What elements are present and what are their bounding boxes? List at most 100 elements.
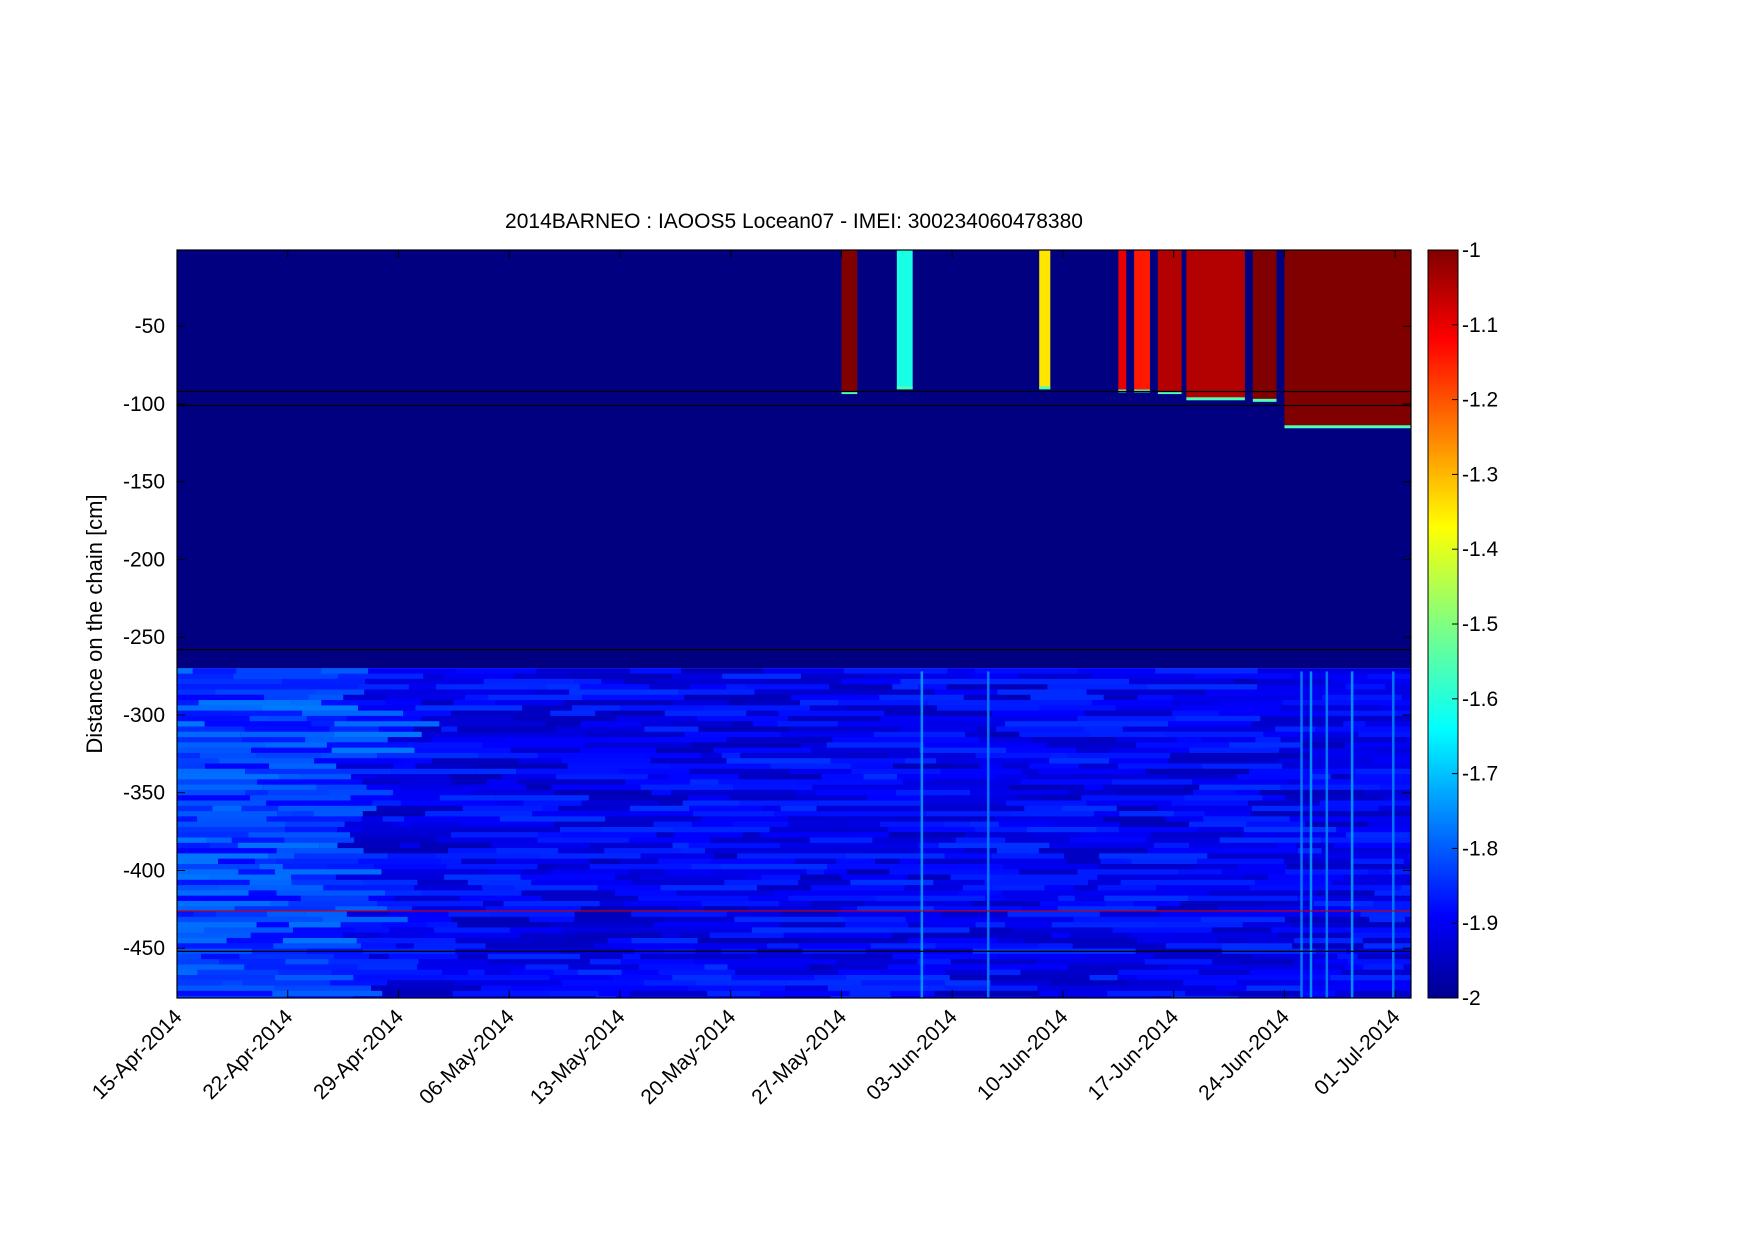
texture-cell [276, 848, 364, 854]
texture-cell [360, 943, 397, 950]
texture-cell [204, 721, 312, 728]
texture-cell [358, 705, 416, 712]
warm-event-edge [896, 386, 913, 390]
texture-cell [838, 969, 880, 976]
texture-cell [967, 953, 998, 960]
texture-cell [1198, 969, 1251, 976]
texture-cell [1379, 705, 1411, 712]
texture-cell [1244, 937, 1295, 944]
texture-cell [811, 885, 905, 891]
texture-cell [1347, 959, 1411, 966]
texture-cell [994, 964, 1069, 971]
texture-cell [502, 774, 556, 780]
texture-cell [361, 816, 383, 823]
texture-cell [806, 869, 824, 876]
texture-cell [726, 684, 747, 691]
texture-cell [1126, 768, 1146, 775]
texture-cell [282, 678, 366, 685]
texture-cell [1345, 742, 1411, 749]
texture-cell [1315, 726, 1411, 733]
texture-cell [1382, 763, 1411, 770]
texture-cell [817, 800, 921, 807]
texture-cell [809, 705, 846, 712]
texture-cell [334, 953, 370, 960]
texture-cell [796, 789, 817, 796]
texture-cell [514, 715, 616, 722]
texture-cell [1136, 974, 1239, 981]
texture-cell [714, 869, 807, 876]
texture-cell [266, 911, 306, 918]
chart-title: 2014BARNEO : IAOOS5 Locean07 - IMEI: 300… [505, 210, 1083, 233]
colorbar-axis: -1 -1.1 -1.2 -1.3 -1.4 -1.5 -1.6 -1.7 -1.8 -1.9 -2 [1452, 239, 1499, 1010]
y-tick-label: -150 [123, 471, 165, 494]
warm-events [841, 250, 1411, 429]
texture-cell [546, 684, 580, 691]
texture-cell [1377, 747, 1411, 754]
texture-cell [907, 784, 1010, 791]
texture-cell [1185, 990, 1231, 997]
texture-cell [1042, 795, 1082, 802]
texture-cell [362, 779, 402, 786]
texture-cell [589, 858, 621, 865]
texture-cell [795, 858, 836, 865]
texture-cell [1175, 715, 1261, 722]
texture-cell [338, 673, 424, 680]
texture-cell [767, 943, 799, 950]
texture-cell [980, 763, 1002, 770]
texture-cell [567, 763, 671, 770]
texture-cell [612, 974, 673, 981]
texture-cell [611, 805, 630, 812]
texture-cell [740, 752, 767, 759]
texture-cell [997, 689, 1087, 696]
x-tick-label: 17-Jun-2014 [1084, 1005, 1184, 1105]
texture-cell [1254, 879, 1333, 886]
texture-cell [448, 848, 497, 854]
texture-cell [1251, 805, 1304, 812]
texture-cell [1150, 832, 1244, 839]
texture-cell [363, 879, 418, 886]
texture-cell [1303, 805, 1379, 812]
texture-cell [1099, 853, 1208, 860]
texture-cell [670, 763, 771, 770]
texture-cell [747, 906, 842, 913]
texture-cell [177, 937, 227, 944]
texture-cell [323, 885, 414, 891]
texture-cell [445, 974, 550, 981]
texture-cell [811, 953, 893, 960]
texture-cell [945, 969, 989, 976]
texture-cell [485, 906, 581, 913]
texture-cell [586, 848, 605, 854]
texture-cell [965, 731, 986, 738]
texture-cell [1078, 763, 1119, 770]
texture-cell [569, 689, 679, 696]
texture-cell [503, 900, 600, 907]
texture-cell [1173, 811, 1205, 817]
texture-cell [726, 737, 797, 743]
texture-cell [177, 673, 234, 680]
texture-cell [198, 700, 292, 706]
texture-cell [177, 715, 250, 722]
texture-cell [1067, 752, 1171, 759]
texture-cell [484, 969, 511, 976]
texture-cell [204, 927, 294, 934]
texture-cell [673, 700, 729, 706]
texture-cell [985, 895, 1004, 902]
texture-cell [241, 805, 279, 812]
texture-cell [691, 863, 721, 870]
texture-cell [537, 837, 629, 844]
texture-cell [374, 863, 447, 870]
texture-cell [1300, 742, 1346, 749]
texture-cell [1354, 774, 1411, 780]
texture-cell [528, 684, 547, 691]
texture-cell [1388, 811, 1411, 817]
x-tick-label: 15-Apr-2014 [88, 1005, 187, 1104]
texture-cell [1242, 922, 1293, 928]
texture-cell [417, 964, 526, 971]
texture-cell [418, 959, 488, 966]
texture-cell [629, 668, 682, 675]
x-tick-label: 01-Jul-2014 [1310, 1005, 1405, 1100]
texture-cell [1001, 890, 1084, 897]
texture-cell [701, 900, 780, 907]
texture-cell [387, 853, 435, 860]
texture-cell [1336, 826, 1410, 833]
